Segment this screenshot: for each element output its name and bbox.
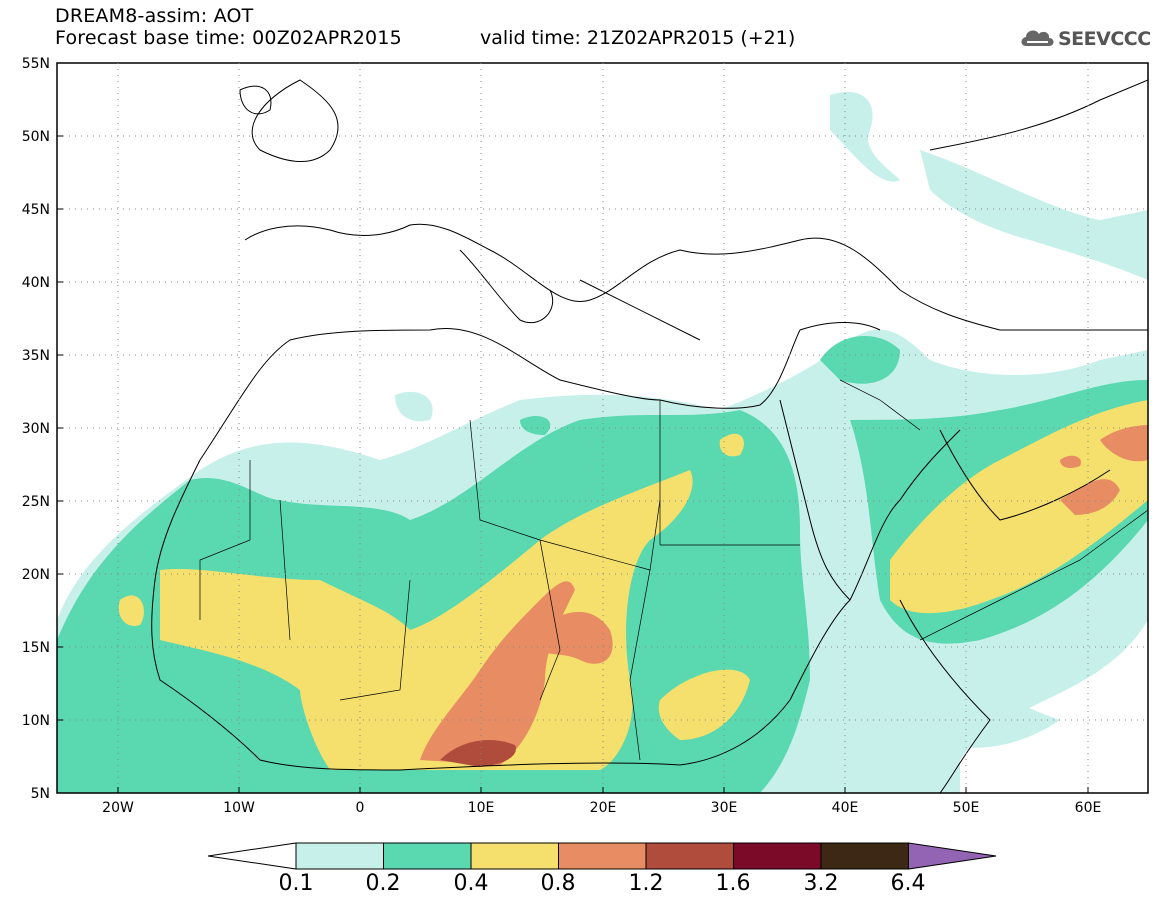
lon-label: 20W [102,800,134,816]
colorbar-bin-7 [820,842,909,870]
aot-level-1.2 [440,740,516,767]
colorbar-label: 1.6 [715,871,751,896]
lon-label: 40E [831,800,859,816]
lat-label: 25N [21,494,50,510]
colorbar [207,842,997,870]
lon-label: 60E [1074,800,1102,816]
colorbar-bin-1 [295,842,384,870]
colorbar-label: 6.4 [890,871,926,896]
lon-label: 50E [952,800,980,816]
lon-label: 10E [467,800,495,816]
lat-label: 5N [30,786,50,802]
colorbar-bin-3 [470,842,559,870]
colorbar-label: 0.1 [278,871,314,896]
lon-label: 0 [355,800,365,816]
base-time: Forecast base time: 00Z02APR2015 [55,27,402,49]
cloud-icon [1021,30,1054,46]
aot-level-0.8 [420,425,1148,765]
lat-label: 40N [21,275,50,291]
colorbar-bin-6 [733,842,822,870]
lat-label: 20N [21,567,50,583]
lat-label: 50N [21,129,50,145]
colorbar-low-arrow [207,842,297,870]
lat-label: 15N [21,640,50,656]
lon-label: 20E [589,800,617,816]
colorbar-bin-5 [645,842,734,870]
colorbar-bin-2 [383,842,472,870]
lat-label: 30N [21,421,50,437]
lat-label: 55N [21,56,50,72]
colorbar-label: 3.2 [803,871,839,896]
lon-label: 30E [710,800,738,816]
colorbar-label: 0.4 [453,871,489,896]
logo-text: SEEVCCC [1058,28,1151,50]
lat-label: 10N [21,713,50,729]
country-borders [199,379,1148,761]
valid-time: valid time: 21Z02APR2015 (+21) [480,27,796,49]
colorbar-label: 1.2 [628,871,664,896]
coastlines [151,79,1148,793]
colorbar-bin-4 [558,842,647,870]
colorbar-label: 0.2 [365,871,401,896]
lon-label: 10W [223,800,255,816]
colorbar-high-arrow [908,842,997,870]
colorbar-label: 0.8 [540,871,576,896]
axis-ticks [57,62,1089,793]
lat-label: 45N [21,202,50,218]
seevccc-logo: SEEVCCC [1018,20,1158,60]
product-title: DREAM8-assim: AOT [55,5,254,27]
lat-label: 35N [21,348,50,364]
